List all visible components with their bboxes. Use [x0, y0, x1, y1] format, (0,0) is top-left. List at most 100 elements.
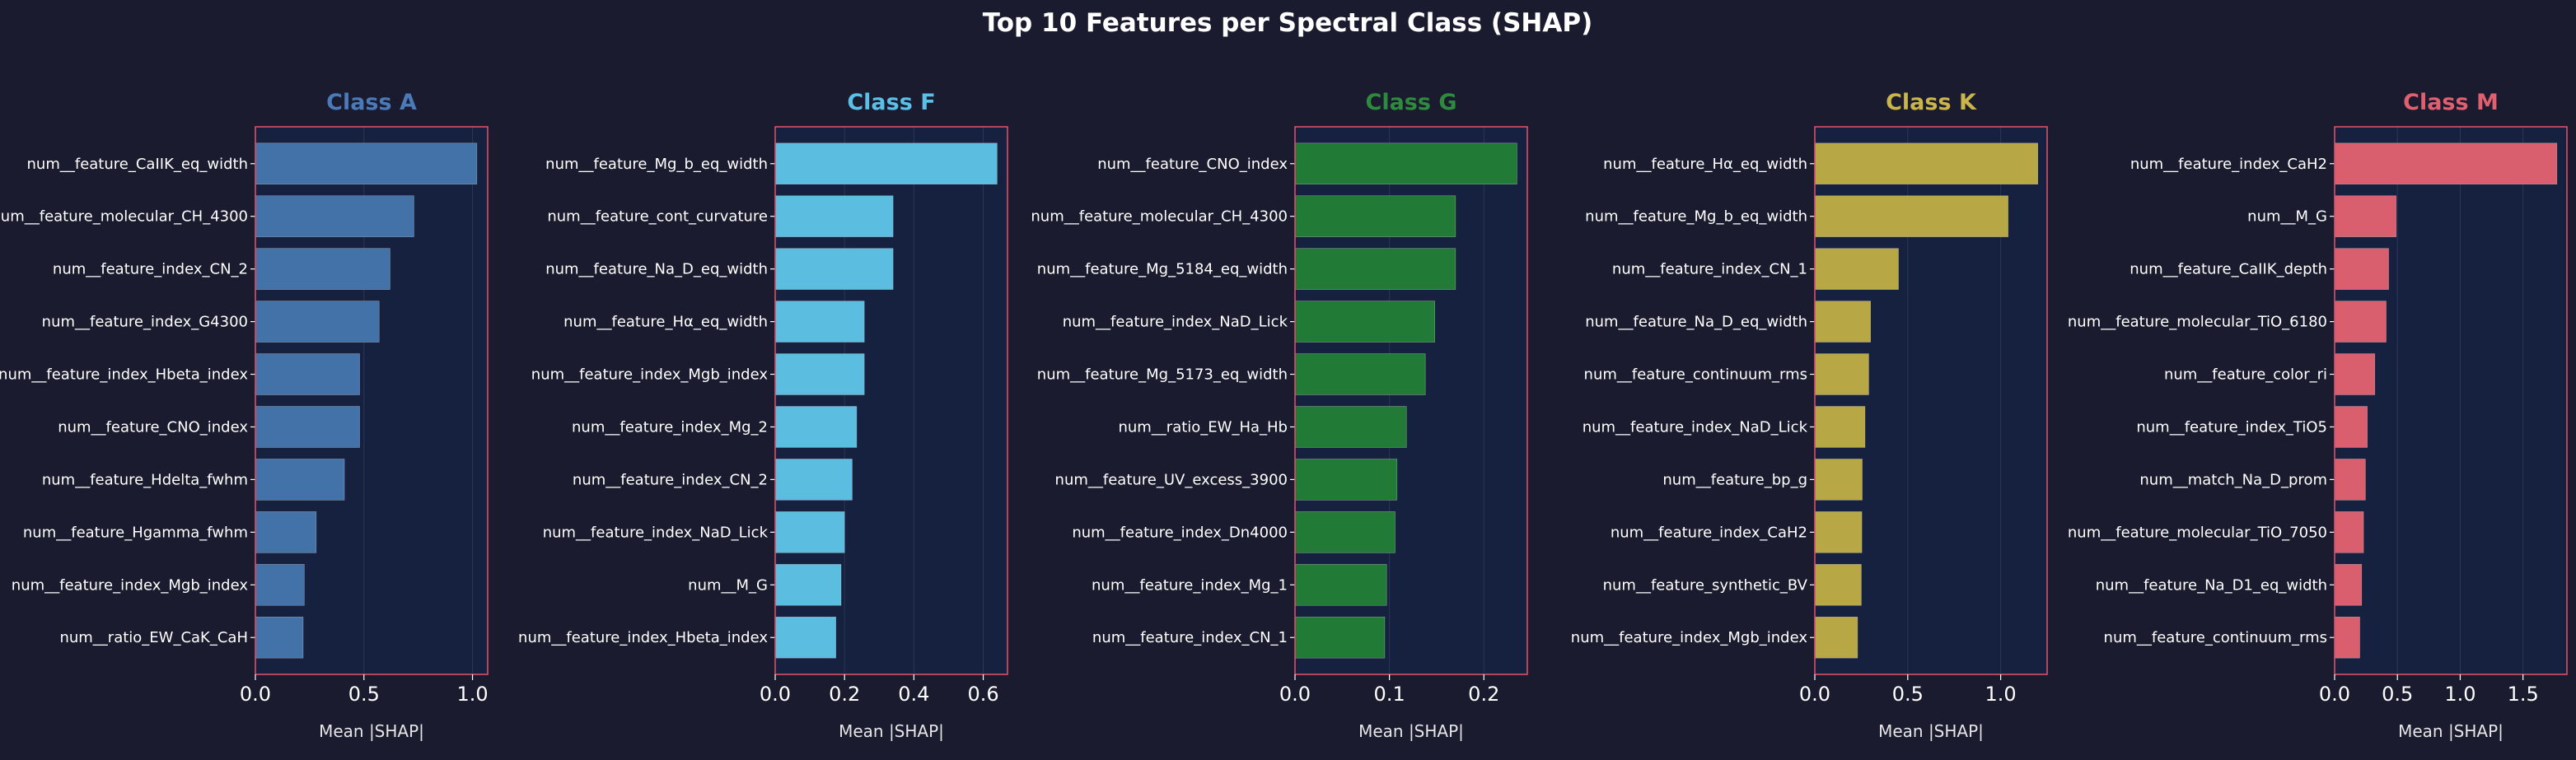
class-m-category-label: num__feature_color_ri: [2164, 366, 2327, 384]
class-g-category-label: num__feature_CNO_index: [1097, 156, 1288, 173]
class-m-category-label: num__feature_CaIIK_depth: [2130, 261, 2327, 278]
class-k-category-label: num__feature_index_Mgb_index: [1571, 629, 1808, 646]
class-k-xtick-label: 0.0: [1799, 683, 1830, 706]
class-f-bar: [774, 142, 998, 184]
class-a-bar: [255, 511, 317, 553]
class-g-title: Class G: [1366, 90, 1457, 115]
class-g-frame: [1294, 126, 1528, 675]
class-k-category-label: num__feature_Hα_eq_width: [1603, 156, 1807, 173]
class-f-bar: [774, 511, 845, 553]
class-a-bar: [255, 248, 390, 290]
class-g-bar: [1294, 301, 1435, 343]
class-k-bar: [1814, 353, 1869, 395]
class-a-xlabel: Mean |SHAP|: [319, 721, 424, 741]
class-k-xtick-label: 1.0: [1985, 683, 2017, 706]
class-g-category-label: num__feature_molecular_CH_4300: [1031, 208, 1288, 226]
class-k-bar: [1814, 301, 1871, 343]
class-m-category-label: num__feature_continuum_rms: [2104, 629, 2327, 646]
class-k-bar: [1814, 142, 2039, 184]
class-a-frame: [255, 126, 489, 675]
class-f-category-label: num__feature_index_CN_2: [573, 471, 768, 488]
class-m-title: Class M: [2403, 90, 2499, 115]
class-a-bar: [255, 406, 360, 448]
class-g-category-label: num__feature_index_NaD_Lick: [1063, 314, 1288, 331]
class-f-xlabel: Mean |SHAP|: [839, 721, 944, 741]
class-m-bar: [2334, 248, 2389, 290]
class-m-bar: [2334, 617, 2360, 659]
class-g-bar: [1294, 564, 1387, 606]
class-f-xtick-label: 0.6: [967, 683, 998, 706]
class-a-bar: [255, 617, 304, 659]
panels-group: num__feature_CaIIK_eq_width num__feature_…: [0, 90, 2568, 741]
class-g-bar: [1294, 353, 1426, 395]
class-g-category-label: num__feature_Mg_5173_eq_width: [1037, 366, 1288, 384]
class-g-category-label: num__feature_index_Mg_1: [1092, 576, 1288, 594]
class-a-category-label: num__feature_molecular_CH_4300: [0, 208, 248, 226]
class-k-bar: [1814, 248, 1899, 290]
class-a-category-label: num__feature_CaIIK_eq_width: [27, 156, 248, 173]
class-a-category-label: num__feature_index_Mgb_index: [12, 576, 249, 594]
class-k-xlabel: Mean |SHAP|: [1878, 721, 1984, 741]
class-a-title: Class A: [326, 90, 417, 115]
class-f-category-label: num__feature_index_Mg_2: [572, 418, 768, 436]
class-f-frame: [774, 126, 1008, 675]
class-a-bar: [255, 353, 360, 395]
class-m-bar: [2334, 564, 2363, 606]
class-k-frame: [1814, 126, 2048, 675]
class-g-bar: [1294, 511, 1396, 553]
class-f-bar: [774, 301, 865, 343]
class-a-bar: [255, 195, 414, 237]
class-f-title: Class F: [847, 90, 935, 115]
class-f-category-label: num__feature_index_NaD_Lick: [543, 524, 769, 541]
class-g-bar: [1294, 195, 1456, 237]
class-a-xtick-label: 1.0: [456, 683, 488, 706]
class-g-bar: [1294, 142, 1517, 184]
class-a-category-label: num__feature_index_Hbeta_index: [0, 366, 248, 384]
class-g-category-label: num__feature_index_CN_1: [1092, 629, 1288, 646]
class-a-bar: [255, 564, 305, 606]
class-g-bar: [1294, 459, 1398, 501]
class-k-category-label: num__feature_Mg_b_eq_width: [1585, 208, 1807, 226]
class-k-category-label: num__feature_index_CaH2: [1611, 524, 1807, 541]
class-g-bar: [1294, 406, 1407, 448]
class-m-category-label: num__feature_index_TiO5: [2136, 418, 2327, 436]
class-g-bar: [1294, 617, 1386, 659]
class-g-category-label: num__feature_Mg_5184_eq_width: [1037, 261, 1288, 278]
class-k-panel: num__feature_Hα_eq_width num__feature_Mg_…: [1571, 90, 2048, 741]
class-a-category-label: num__feature_CNO_index: [58, 418, 248, 436]
class-k-bar: [1814, 406, 1866, 448]
class-f-category-label: num__M_G: [688, 576, 768, 594]
class-m-xtick-label: 0.5: [2382, 683, 2413, 706]
class-m-frame: [2334, 126, 2568, 675]
class-k-bar: [1814, 459, 1863, 501]
class-f-bar: [774, 248, 894, 290]
class-k-bar: [1814, 511, 1863, 553]
class-f-bar: [774, 353, 865, 395]
class-f-xtick-label: 0.0: [760, 683, 791, 706]
class-a-bar: [255, 459, 345, 501]
class-k-bar: [1814, 195, 2008, 237]
class-a-xtick-label: 0.0: [240, 683, 271, 706]
class-f-category-label: num__feature_index_Hbeta_index: [518, 629, 768, 646]
class-m-bar: [2334, 406, 2368, 448]
class-f-xtick-label: 0.4: [898, 683, 929, 706]
class-m-bar: [2334, 511, 2364, 553]
class-m-bar: [2334, 459, 2366, 501]
class-f-bar: [774, 564, 842, 606]
class-a-bar: [255, 301, 380, 343]
class-k-category-label: num__feature_index_NaD_Lick: [1583, 418, 1808, 436]
class-k-category-label: num__feature_Na_D_eq_width: [1585, 314, 1807, 331]
class-m-bar: [2334, 142, 2558, 184]
class-k-bar: [1814, 617, 1858, 659]
class-a-bar: [255, 142, 478, 184]
class-k-category-label: num__feature_index_CN_1: [1612, 261, 1807, 278]
class-m-bar: [2334, 353, 2376, 395]
class-f-category-label: num__feature_index_Mgb_index: [531, 366, 769, 384]
class-m-category-label: num__match_Na_D_prom: [2139, 471, 2327, 488]
class-m-category-label: num__feature_molecular_TiO_6180: [2068, 314, 2327, 331]
class-f-category-label: num__feature_Na_D_eq_width: [545, 261, 768, 278]
class-a-xtick-label: 0.5: [348, 683, 380, 706]
class-m-bar: [2334, 301, 2387, 343]
class-f-xtick-label: 0.2: [829, 683, 860, 706]
